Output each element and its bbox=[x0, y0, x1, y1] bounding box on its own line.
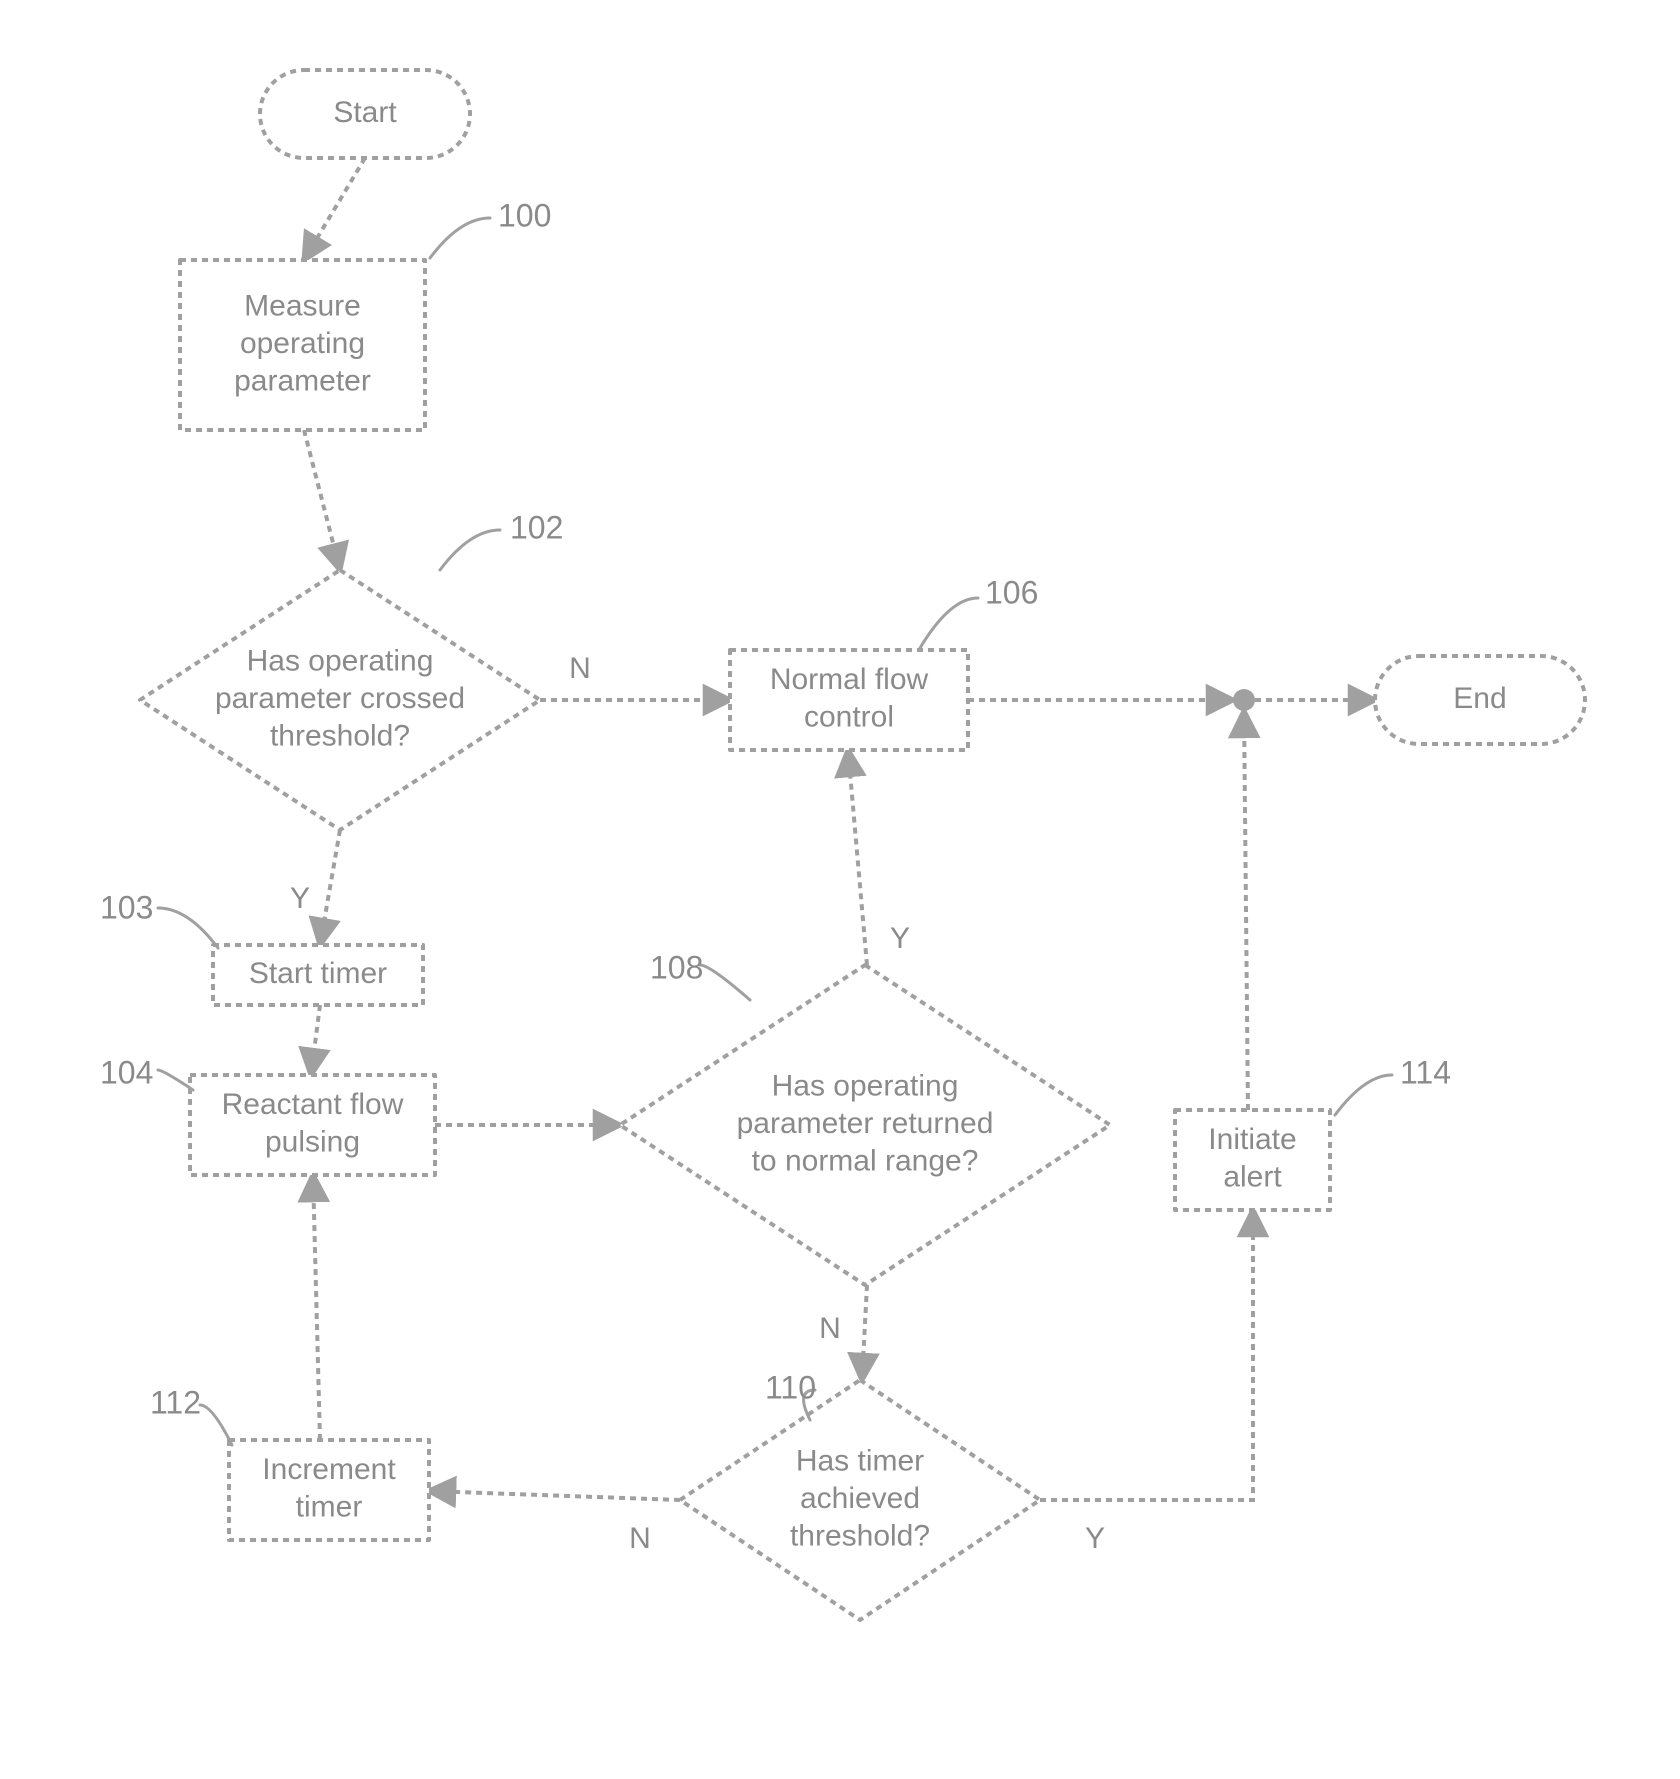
edge-n114-junction bbox=[1244, 711, 1248, 1110]
svg-text:control: control bbox=[804, 701, 894, 734]
svg-text:pulsing: pulsing bbox=[265, 1126, 360, 1159]
svg-text:parameter: parameter bbox=[234, 364, 371, 397]
flowchart-canvas: Y N Y N N Y Start Measure operating parameter Has … bbox=[0, 0, 1680, 1779]
edge-n108-n110 bbox=[862, 1285, 867, 1380]
edge-n103-n104 bbox=[311, 1005, 320, 1075]
edge-n108-n106 bbox=[848, 750, 867, 965]
ref-label-n108: 108 bbox=[650, 949, 703, 985]
ref-label-n102: 102 bbox=[510, 509, 563, 545]
svg-text:Normal flow: Normal flow bbox=[770, 663, 929, 696]
ref-label-n114: 114 bbox=[1400, 1054, 1451, 1090]
ref-label-n100: 100 bbox=[498, 197, 551, 233]
edge-n112-n104 bbox=[313, 1175, 320, 1440]
junction-junction bbox=[1233, 689, 1255, 711]
edge-n102-n103 bbox=[320, 830, 340, 945]
svg-text:parameter crossed: parameter crossed bbox=[215, 682, 465, 715]
ref-label-n103: 103 bbox=[100, 889, 153, 925]
svg-text:threshold?: threshold? bbox=[790, 1519, 930, 1552]
ref-leader-n108 bbox=[700, 965, 750, 1000]
ref-leader-n106 bbox=[920, 598, 978, 648]
svg-text:Initiate: Initiate bbox=[1208, 1123, 1296, 1156]
edge-n110-n112 bbox=[429, 1491, 680, 1500]
svg-text:Has operating: Has operating bbox=[772, 1069, 959, 1102]
svg-text:Has operating: Has operating bbox=[247, 644, 434, 677]
edge-label-n102-n106: N bbox=[569, 652, 591, 685]
svg-text:Start: Start bbox=[333, 96, 397, 129]
ref-leader-n114 bbox=[1335, 1075, 1392, 1115]
svg-text:Has timer: Has timer bbox=[796, 1444, 924, 1477]
edge-start-n100 bbox=[304, 158, 365, 260]
ref-leader-n103 bbox=[158, 908, 218, 948]
edge-n110-n114 bbox=[1040, 1210, 1253, 1500]
edge-label-n110-n114: Y bbox=[1085, 1522, 1105, 1555]
edge-label-n102-n103: Y bbox=[290, 882, 310, 915]
svg-text:to normal range?: to normal range? bbox=[752, 1144, 979, 1177]
ref-label-n104: 104 bbox=[100, 1054, 153, 1090]
svg-text:End: End bbox=[1453, 682, 1506, 715]
edge-label-n108-n110: N bbox=[819, 1312, 841, 1345]
edge-n100-n102 bbox=[304, 430, 340, 570]
svg-text:timer: timer bbox=[296, 1491, 363, 1524]
ref-leader-n112 bbox=[200, 1405, 232, 1445]
edge-label-n110-n112: N bbox=[629, 1522, 651, 1555]
ref-label-n110: 110 bbox=[765, 1369, 816, 1405]
ref-label-n106: 106 bbox=[985, 574, 1038, 610]
ref-leader-n104 bbox=[158, 1070, 193, 1090]
ref-leader-n102 bbox=[440, 530, 500, 570]
svg-text:Start timer: Start timer bbox=[249, 957, 387, 990]
svg-text:Increment: Increment bbox=[262, 1453, 396, 1486]
svg-text:parameter returned: parameter returned bbox=[737, 1107, 994, 1140]
edges-layer: Y N Y N N Y bbox=[290, 158, 1375, 1555]
svg-text:Measure: Measure bbox=[244, 289, 361, 322]
svg-text:Reactant flow: Reactant flow bbox=[222, 1088, 404, 1121]
svg-text:achieved: achieved bbox=[800, 1482, 920, 1515]
svg-text:operating: operating bbox=[240, 327, 365, 360]
edge-label-n108-n106: Y bbox=[890, 922, 910, 955]
svg-text:threshold?: threshold? bbox=[270, 719, 410, 752]
svg-text:alert: alert bbox=[1223, 1161, 1282, 1194]
ref-label-n112: 112 bbox=[150, 1384, 201, 1420]
ref-leader-n100 bbox=[430, 218, 490, 258]
